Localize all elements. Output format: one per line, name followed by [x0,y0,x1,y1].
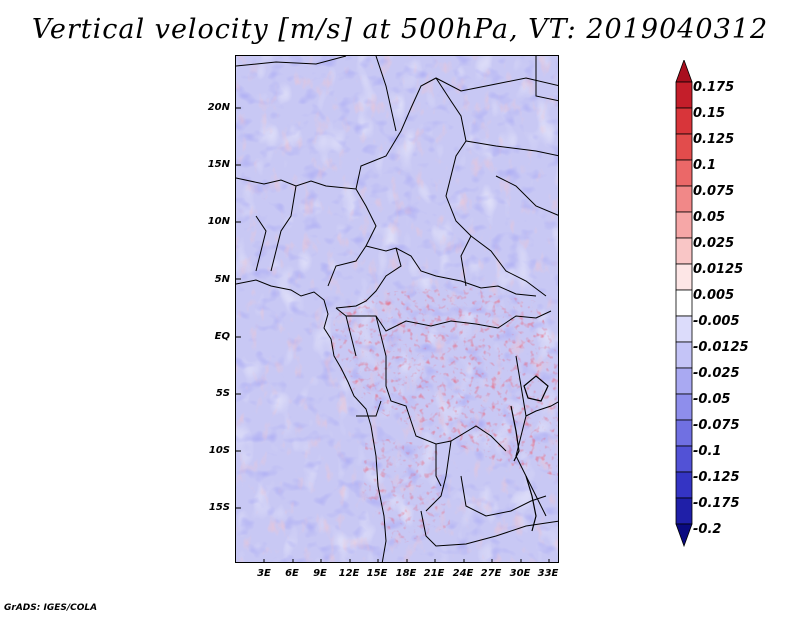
colorbar-segment [675,341,693,369]
map-title: Vertical velocity [m/s] at 500hPa, VT: 2… [31,14,769,45]
colorbar-segment [675,133,693,161]
colorbar-label: -0.175 [693,496,740,511]
lon-label: 30E [509,568,531,579]
colorbar-segment [675,471,693,499]
grads-credit: GrADS: IGES/COLA [4,603,98,613]
colorbar-label: -0.05 [693,392,731,407]
colorbar-segment [675,185,693,213]
lon-label: 6E [285,568,299,579]
lon-label: 24E [452,568,474,579]
lat-label: EQ [214,331,230,342]
colorbar-label: 0.0125 [693,262,744,277]
lon-label: 3E [257,568,271,579]
colorbar-label: 0.175 [693,80,735,95]
colorbar-label: 0.025 [693,236,735,251]
colorbar-label: -0.2 [693,522,722,537]
lat-label: 5S [215,388,230,399]
lat-label: 10S [208,445,230,456]
country-borders [236,56,558,562]
lat-label: 5N [214,274,230,285]
vertical-velocity-field [236,56,558,562]
lon-label: 15E [366,568,388,579]
lon-label: 27E [480,568,502,579]
colorbar-segment [675,497,693,525]
colorbar-segment [675,107,693,135]
colorbar-label: 0.075 [693,184,735,199]
colorbar-label: 0.05 [693,210,726,225]
colorbar-segment [675,211,693,239]
lakes [510,375,549,532]
colorbar-segment [675,315,693,343]
map-panel [235,55,559,563]
lat-label: 10N [207,216,230,227]
colorbar-segment [675,159,693,187]
colorbar-label: -0.075 [693,418,740,433]
colorbar-label: -0.005 [693,314,740,329]
lat-label: 15S [208,502,230,513]
lat-label: 20N [207,102,230,113]
colorbar-label: -0.1 [693,444,722,459]
colorbar-bottom-arrow [675,523,693,548]
colorbar-label: -0.0125 [693,340,749,355]
colorbar-segment [675,419,693,447]
colorbar-segment [675,393,693,421]
lat-label: 15N [207,159,230,170]
lon-label: 12E [338,568,360,579]
lon-label: 21E [423,568,445,579]
lon-label: 33E [537,568,559,579]
colorbar-segment [675,445,693,473]
lon-label: 18E [395,568,417,579]
colorbar-segment [675,289,693,317]
colorbar-label: 0.125 [693,132,735,147]
colorbar-segment [675,81,693,109]
colorbar-label: 0.15 [693,106,726,121]
lon-label: 9E [313,568,327,579]
colorbar-label: -0.125 [693,470,740,485]
colorbar-segment [675,263,693,291]
colorbar-segment [675,367,693,395]
colorbar-label: 0.1 [693,158,717,173]
colorbar-label: -0.025 [693,366,740,381]
colorbar [675,60,693,548]
colorbar-segment [675,237,693,265]
colorbar-label: 0.005 [693,288,735,303]
colorbar-top-arrow [675,60,693,83]
